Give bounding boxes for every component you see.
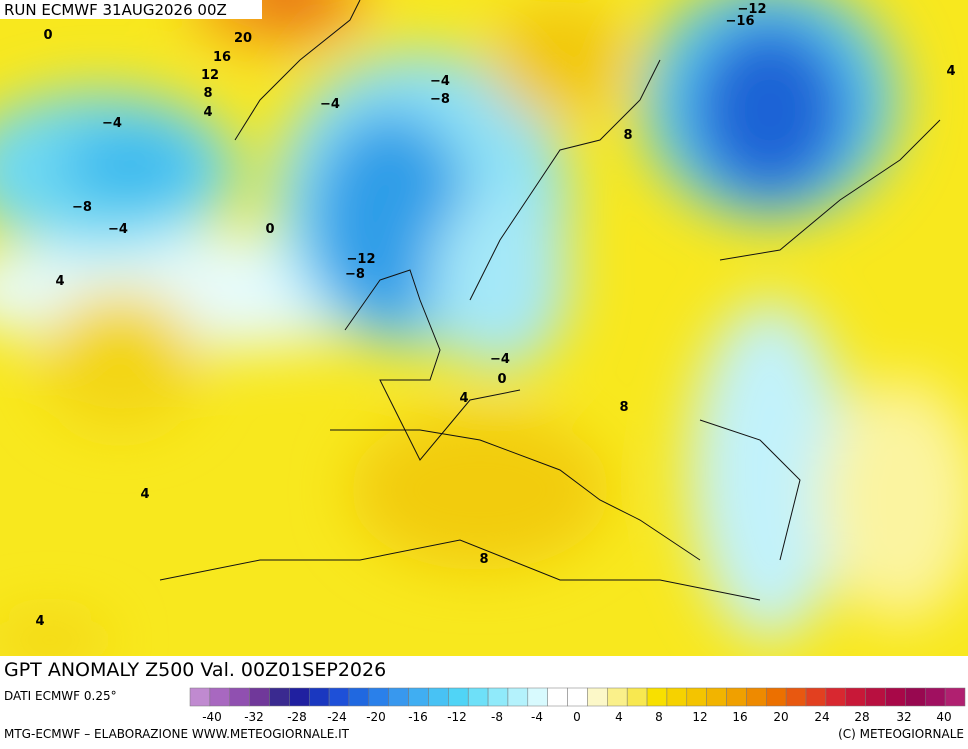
title-box: [0, 656, 432, 680]
contour-label: 8: [619, 400, 628, 415]
contour-label: 20: [234, 31, 252, 46]
colorbar-label: 12: [692, 710, 707, 724]
contour-label: −16: [726, 14, 755, 29]
colorbar-swatch: [448, 687, 469, 707]
colorbar-swatch: [428, 687, 449, 707]
contour-label: 4: [203, 105, 212, 120]
colorbar-swatch: [646, 687, 668, 707]
contour-label: −4: [108, 222, 128, 237]
colorbar-swatch: [408, 687, 429, 707]
colorbar-swatch: [746, 687, 767, 707]
colorbar-label: 24: [814, 710, 829, 724]
colorbar-swatch: [845, 687, 866, 707]
colorbar-swatch: [527, 687, 548, 707]
contour-label: 0: [497, 372, 506, 387]
colorbar-label: -32: [244, 710, 264, 724]
contour-label: −8: [345, 267, 365, 282]
contour-label: 0: [265, 222, 274, 237]
contour-label: 8: [203, 86, 212, 101]
colorbar-swatch: [189, 687, 211, 707]
contour-label: 4: [459, 391, 468, 406]
contour-label: −12: [738, 2, 767, 17]
colorbar-swatch: [825, 687, 847, 707]
colorbar-swatch: [269, 687, 290, 707]
colorbar-swatch: [607, 687, 628, 707]
contour-label: 0: [43, 28, 52, 43]
contour-label: 8: [623, 128, 632, 143]
source: DATI ECMWF 0.25°: [4, 689, 117, 703]
colorbar-swatch: [865, 687, 886, 707]
contour-label: 4: [55, 274, 64, 289]
contour-label: 16: [213, 50, 231, 65]
credit: MTG-ECMWF – ELABORAZIONE WWW.METEOGIORNA…: [4, 727, 350, 741]
colorbar-swatch: [487, 687, 509, 707]
colorbar-swatch: [785, 687, 807, 707]
copyright: (C) METEOGIORNALE: [838, 727, 964, 741]
run-label: RUN ECMWF 31AUG2026 00Z: [4, 1, 227, 19]
colorbar-label: 8: [655, 710, 663, 724]
contour-label: 8: [479, 552, 488, 567]
colorbar-swatch: [706, 687, 727, 707]
contour-label: −8: [72, 200, 92, 215]
colorbar-swatch: [944, 687, 966, 707]
colorbar-label: -28: [287, 710, 307, 724]
colorbar-swatch: [348, 687, 370, 707]
colorbar-swatch: [289, 687, 310, 707]
colorbar-swatch: [905, 687, 926, 707]
colorbar-label: -8: [491, 710, 503, 724]
map-title: GPT ANOMALY Z500 Val. 00Z01SEP2026: [4, 659, 386, 681]
contour-label: −4: [102, 116, 122, 131]
contour-label: −4: [320, 97, 340, 112]
header-box: [0, 0, 262, 19]
colorbar-swatch: [388, 687, 409, 707]
colorbar-swatch: [766, 687, 787, 707]
colorbar-label: 0: [573, 710, 581, 724]
colorbar-swatch: [467, 687, 489, 707]
colorbar-label: -40: [202, 710, 222, 724]
contour-label: 4: [35, 614, 44, 629]
colorbar-label: 4: [615, 710, 623, 724]
contour-label: −8: [430, 92, 450, 107]
colorbar-label: 20: [773, 710, 788, 724]
colorbar-swatch: [547, 687, 568, 707]
colorbar-swatch: [587, 687, 608, 707]
colorbar-swatch: [626, 687, 648, 707]
contour-label: −4: [430, 74, 450, 89]
colorbar-label: 16: [732, 710, 747, 724]
colorbar-swatch: [885, 687, 906, 707]
colorbar-swatch: [666, 687, 688, 707]
colorbar-swatch: [925, 687, 946, 707]
contour-label: −12: [347, 252, 376, 267]
contour-label: 4: [946, 64, 955, 79]
colorbar-label: -20: [366, 710, 386, 724]
colorbar-swatch: [567, 687, 588, 707]
colorbar-swatch: [686, 687, 707, 707]
colorbar-swatch: [209, 687, 230, 707]
colorbar-swatch: [507, 687, 529, 707]
colorbar: -40 -32 -28 -24 -20 -16 -12 -8 -4 0 4 8 12 16 20 24 28 32…: [189, 687, 966, 724]
colorbar-label: 40: [936, 710, 951, 724]
colorbar-label: -24: [327, 710, 347, 724]
contour-label: −4: [490, 352, 510, 367]
colorbar-swatch: [308, 687, 330, 707]
map: [0, 0, 968, 656]
colorbar-label: -16: [408, 710, 428, 724]
colorbar-swatch: [328, 687, 350, 707]
colorbar-label: 28: [854, 710, 869, 724]
colorbar-label: -12: [447, 710, 467, 724]
colorbar-swatch: [249, 687, 270, 707]
contour-label: 12: [201, 68, 219, 83]
colorbar-label: -4: [531, 710, 543, 724]
contour-label: 4: [140, 487, 149, 502]
colorbar-label: 32: [896, 710, 911, 724]
colorbar-swatch: [726, 687, 747, 707]
colorbar-swatch: [368, 687, 389, 707]
colorbar-swatch: [229, 687, 250, 707]
colorbar-swatch: [805, 687, 827, 707]
